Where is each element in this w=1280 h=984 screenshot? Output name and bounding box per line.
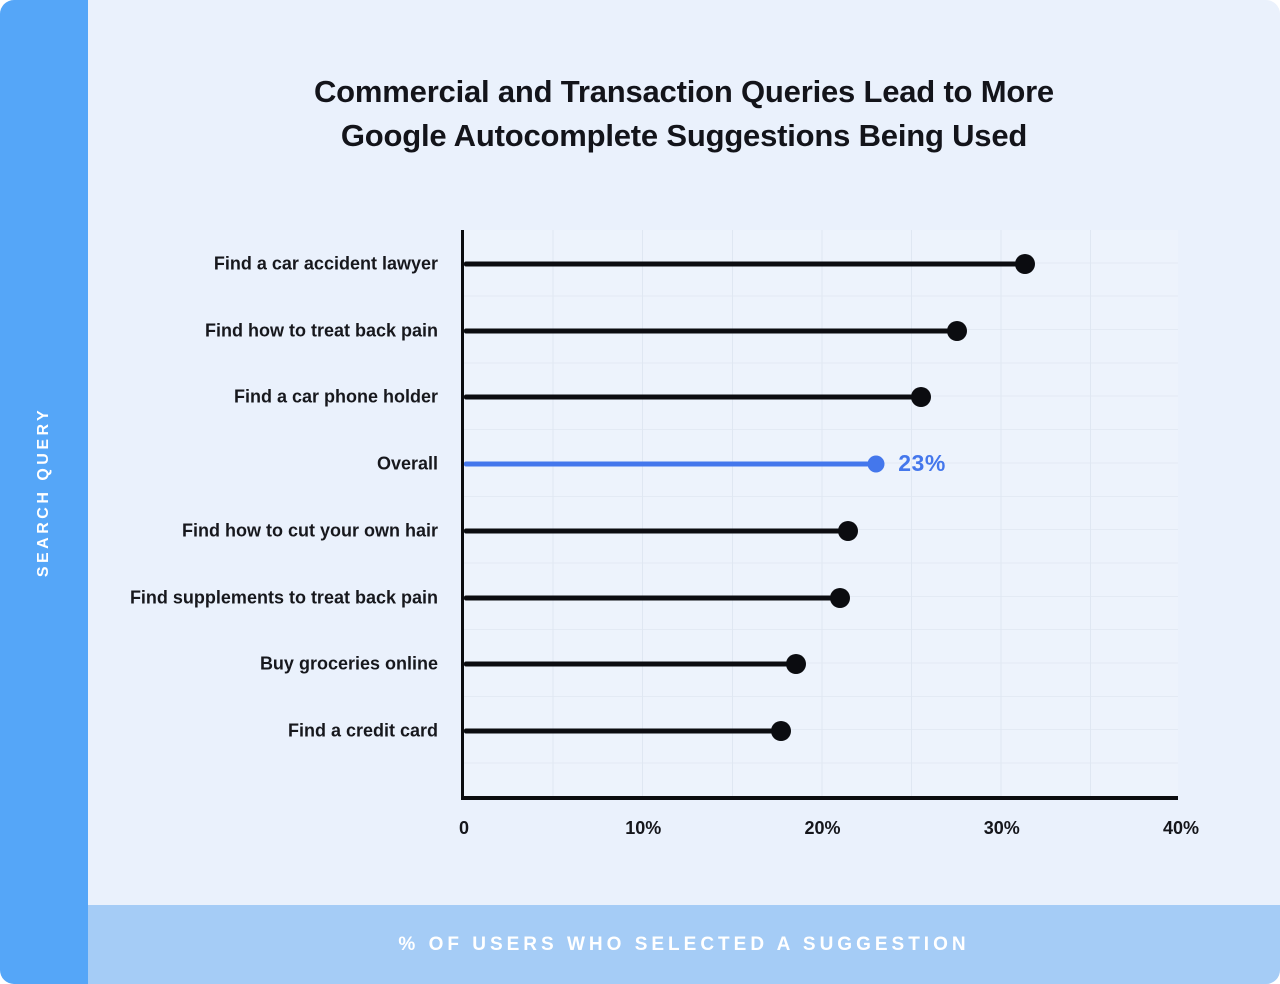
x-axis-tick-label: 10% <box>625 818 662 838</box>
lollipop-line <box>464 461 877 467</box>
lollipop-line <box>464 595 841 600</box>
highlight-value-label: 23% <box>898 450 946 477</box>
lollipop-dot <box>911 387 932 408</box>
category-label: Find how to cut your own hair <box>182 520 438 541</box>
lollipop-dot <box>946 320 967 341</box>
plot-area: 0 10% 20% 30% 40% Find a car accident lawyer… <box>130 230 1199 838</box>
chart-title: Commercial and Transaction Queries Lead … <box>88 70 1280 158</box>
lollipop-line <box>464 528 848 534</box>
lollipop-line <box>464 661 796 667</box>
category-label: Find a credit card <box>287 720 438 741</box>
category-label: Overall <box>376 453 438 474</box>
category-label: Find a car accident lawyer <box>213 253 438 274</box>
chart-title-line-2: Google Autocomplete Suggestions Being Us… <box>340 118 1028 153</box>
x-axis-tick-label: 20% <box>804 818 841 838</box>
lollipop-dot <box>771 720 792 741</box>
lollipop-dot <box>1015 254 1036 274</box>
y-axis-title-bar: SEARCH QUERY <box>0 0 88 984</box>
category-label: Buy groceries online <box>259 653 438 674</box>
lollipop-dot <box>830 587 851 608</box>
chart-title-line-1: Commercial and Transaction Queries Lead … <box>314 74 1054 109</box>
y-axis-title: SEARCH QUERY <box>35 406 52 578</box>
lollipop-dot <box>837 520 858 541</box>
x-axis-tick-label: 0 <box>458 818 470 838</box>
x-axis-title-bar: % OF USERS WHO SELECTED A SUGGESTION <box>88 905 1280 984</box>
lollipop-line <box>464 261 1026 267</box>
x-axis-title: % OF USERS WHO SELECTED A SUGGESTION <box>398 933 970 955</box>
category-label: Find supplements to treat back pain <box>129 587 438 607</box>
lollipop-line <box>464 328 957 334</box>
category-label: Find how to treat back pain <box>204 320 438 341</box>
lollipop-dot <box>785 654 806 675</box>
lollipop-line <box>464 394 922 400</box>
x-axis-tick-label: 40% <box>1162 818 1200 838</box>
x-axis-tick-label: 30% <box>983 818 1020 838</box>
lollipop-line <box>464 728 782 734</box>
category-label: Find a car phone holder <box>233 386 438 407</box>
lollipop-dot <box>867 455 885 473</box>
